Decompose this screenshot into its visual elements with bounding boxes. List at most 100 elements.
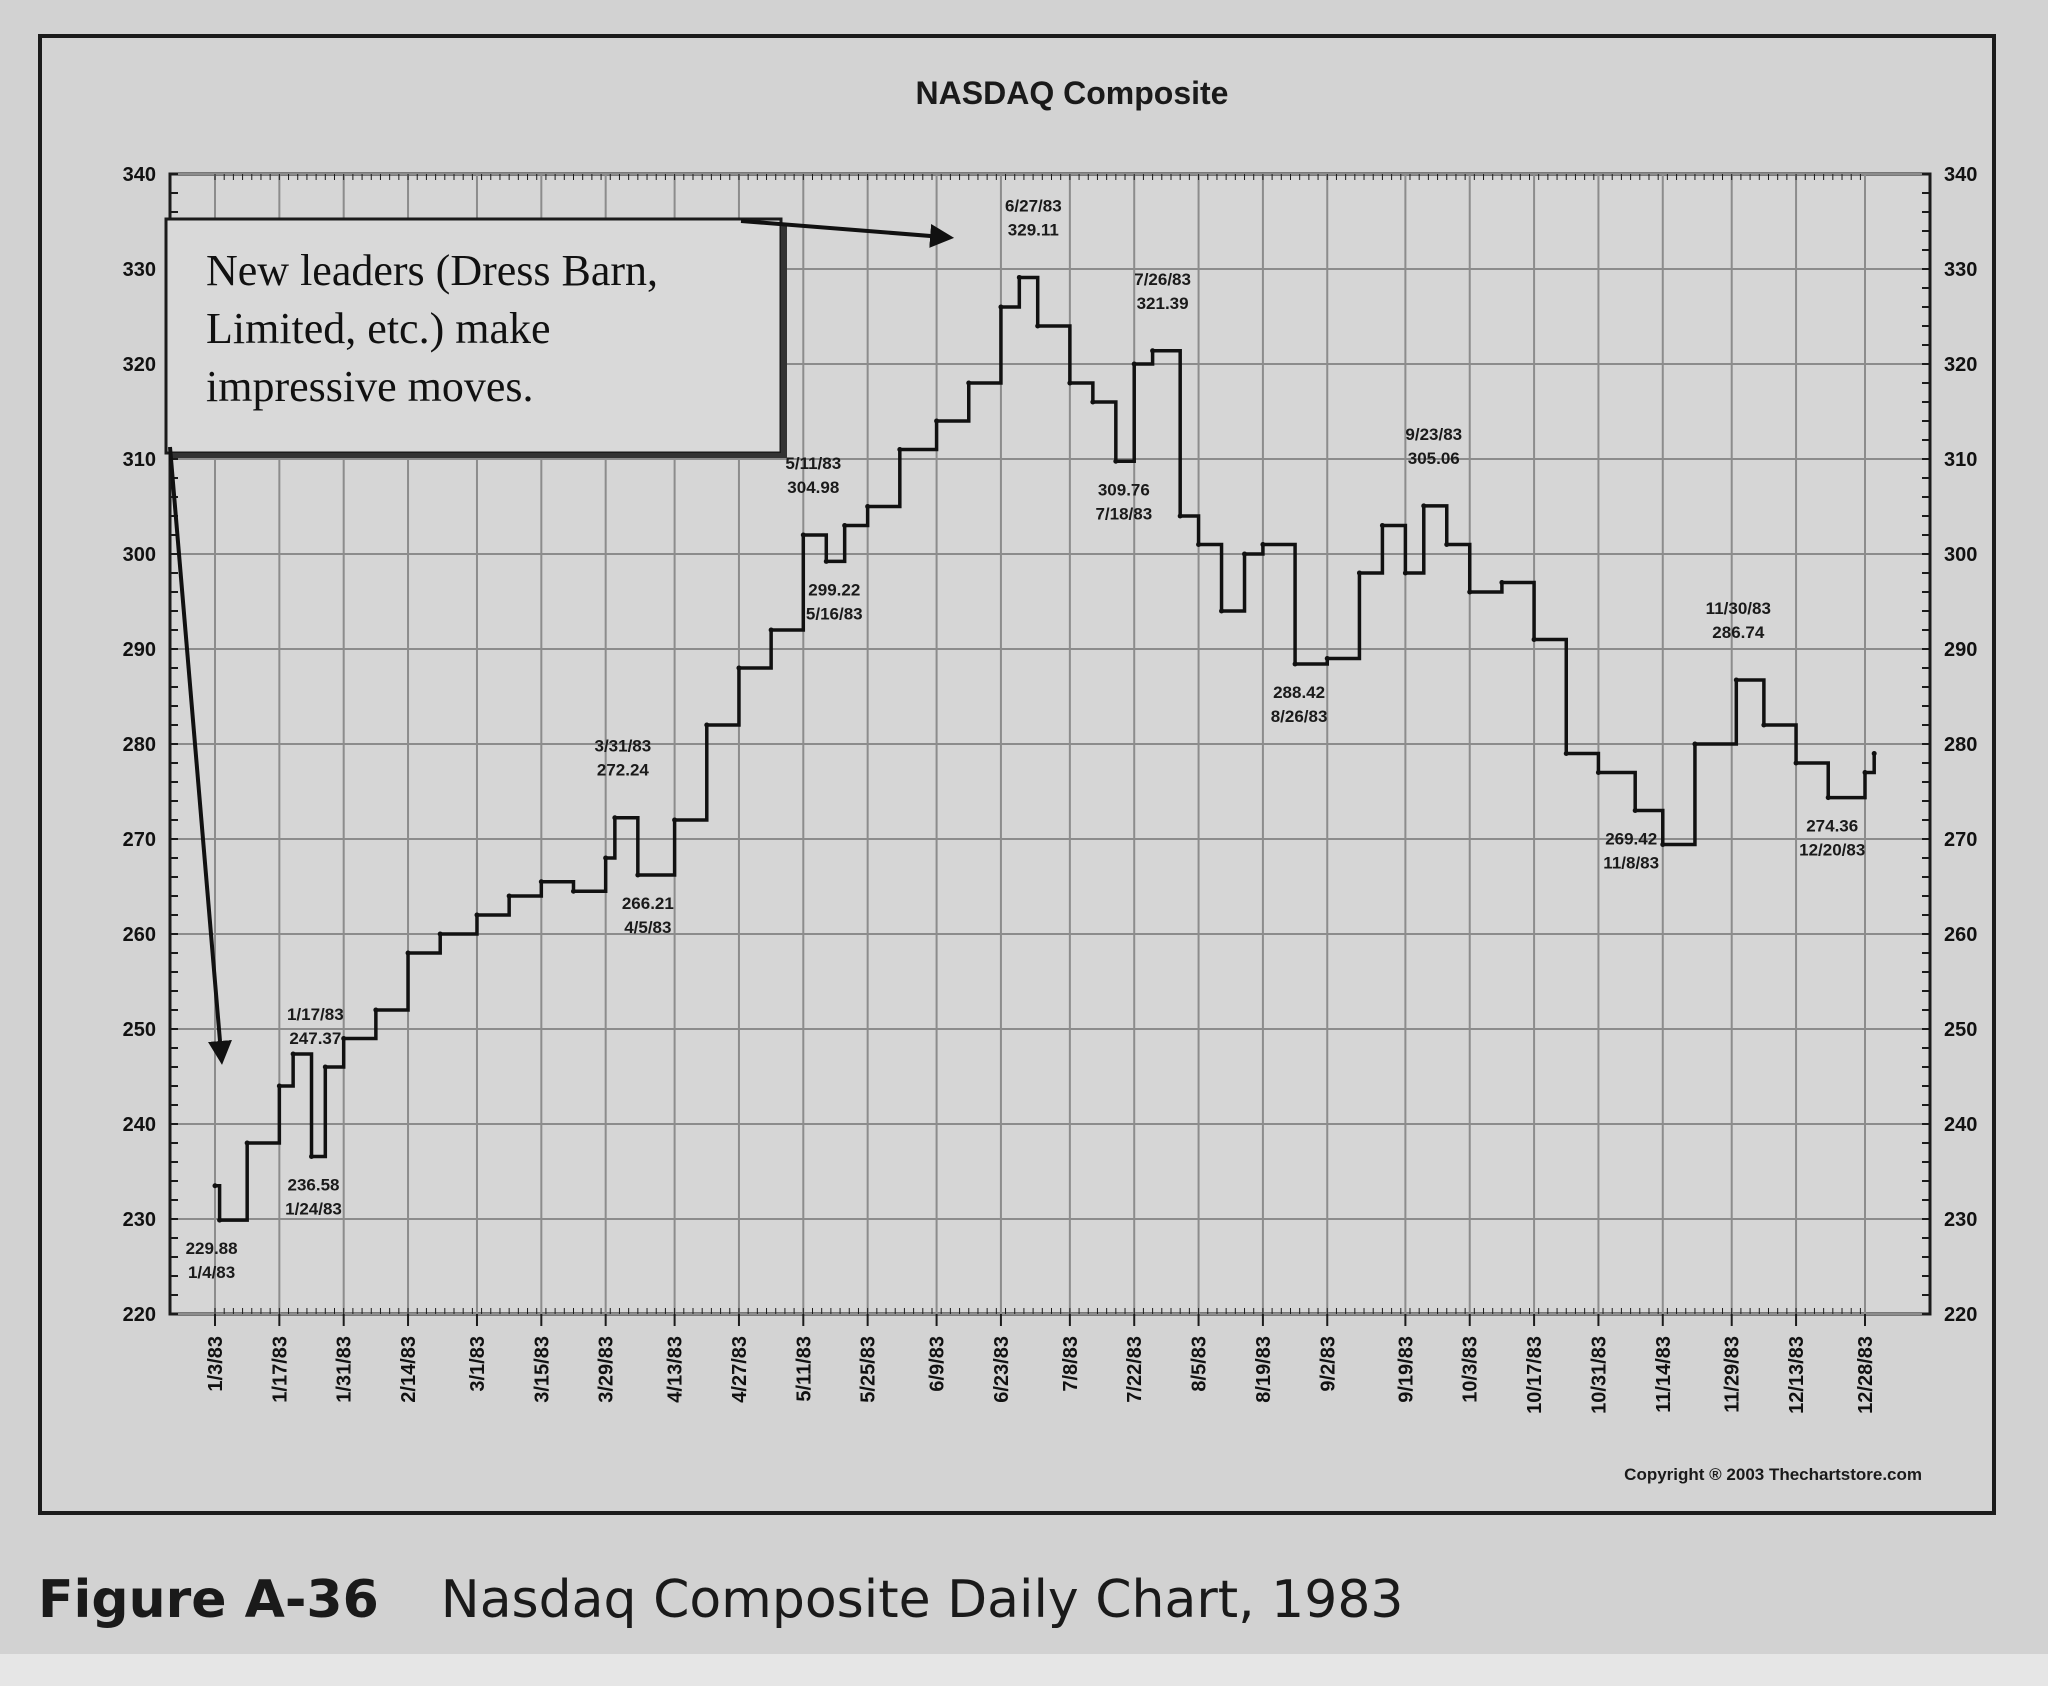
data-point bbox=[1692, 741, 1698, 747]
y-tick-label-left: 250 bbox=[123, 1019, 156, 1041]
data-point bbox=[1761, 722, 1767, 728]
x-tick-label: 3/15/83 bbox=[531, 1336, 553, 1403]
callout-box-shadow bbox=[781, 223, 787, 457]
data-point bbox=[244, 1140, 250, 1146]
y-tick-label-right: 250 bbox=[1944, 1019, 1977, 1041]
annotation-label: 5/16/83 bbox=[806, 604, 863, 623]
data-point bbox=[612, 815, 618, 821]
data-point bbox=[538, 879, 544, 885]
y-tick-label-left: 280 bbox=[123, 734, 156, 756]
annotation-label: 299.22 bbox=[808, 580, 860, 599]
annotation-label: 9/23/83 bbox=[1405, 425, 1462, 444]
data-point bbox=[768, 627, 774, 633]
annotation-label: 274.36 bbox=[1806, 817, 1858, 836]
x-tick-label: 11/14/83 bbox=[1653, 1336, 1675, 1413]
data-point bbox=[217, 1217, 223, 1223]
data-point bbox=[1067, 380, 1073, 386]
callout-arrow-1 bbox=[168, 446, 232, 1065]
x-tick-label: 10/31/83 bbox=[1588, 1336, 1610, 1414]
data-point bbox=[1242, 551, 1248, 557]
x-tick-label: 11/29/83 bbox=[1722, 1336, 1744, 1413]
data-point bbox=[1825, 795, 1831, 801]
chart-svg: 220 220 230 230 240 240 250 250 260 260 270 270 280 2… bbox=[123, 75, 1978, 1484]
data-point bbox=[934, 418, 940, 424]
data-point bbox=[823, 558, 829, 564]
x-tick-label: 3/29/83 bbox=[596, 1336, 618, 1403]
figure-label: Figure A-36 bbox=[38, 1570, 379, 1630]
x-tick-label: 8/19/83 bbox=[1253, 1336, 1275, 1403]
x-tick-label: 1/17/83 bbox=[269, 1336, 291, 1403]
data-point bbox=[1402, 570, 1408, 576]
x-tick-label: 5/11/83 bbox=[793, 1336, 815, 1402]
callout-box-shadow bbox=[172, 453, 787, 458]
annotation-label: 1/17/83 bbox=[287, 1005, 344, 1024]
data-point bbox=[1196, 542, 1202, 547]
data-point bbox=[1356, 570, 1362, 576]
data-point bbox=[322, 1064, 328, 1070]
annotation-label: 1/4/83 bbox=[188, 1263, 235, 1282]
data-point bbox=[1467, 589, 1473, 595]
callout-arrow-2 bbox=[740, 219, 955, 248]
y-tick-label-right: 330 bbox=[1944, 259, 1977, 281]
data-point bbox=[1421, 503, 1427, 509]
y-tick-label-left: 340 bbox=[123, 164, 156, 186]
data-point bbox=[1379, 523, 1385, 528]
y-tick-label-left: 270 bbox=[123, 829, 156, 851]
y-tick-label-right: 310 bbox=[1944, 449, 1977, 471]
data-point bbox=[437, 931, 443, 937]
figure-title: Nasdaq Composite Daily Chart, 1983 bbox=[440, 1570, 1404, 1630]
x-tick-label: 2/14/83 bbox=[398, 1336, 420, 1403]
data-point bbox=[1219, 608, 1225, 614]
data-point bbox=[1862, 770, 1868, 775]
annotation-label: 272.24 bbox=[597, 761, 650, 780]
chart-frame: 220 220 230 230 240 240 250 250 260 260 270 270 280 2… bbox=[38, 34, 1996, 1515]
y-tick-label-right: 290 bbox=[1944, 639, 1977, 661]
data-point bbox=[1292, 661, 1298, 667]
figure-caption: Figure A-36 Nasdaq Composite Daily Chart… bbox=[38, 1570, 1404, 1650]
data-point bbox=[897, 447, 903, 452]
callout-text: New leaders (Dress Barn, bbox=[206, 246, 658, 295]
data-point bbox=[506, 893, 512, 899]
data-point bbox=[1499, 580, 1505, 585]
data-point bbox=[672, 817, 678, 823]
y-tick-label-right: 320 bbox=[1944, 354, 1977, 376]
data-point bbox=[1324, 656, 1330, 661]
data-point bbox=[1632, 808, 1638, 813]
y-tick-label-right: 300 bbox=[1944, 544, 1977, 566]
annotation-label: 247.37 bbox=[289, 1029, 341, 1048]
data-point bbox=[1871, 751, 1877, 756]
annotation-label: 304.98 bbox=[787, 478, 839, 497]
data-point bbox=[309, 1153, 315, 1159]
y-tick-label-right: 270 bbox=[1944, 829, 1977, 851]
x-tick-label: 1/3/83 bbox=[205, 1336, 227, 1392]
data-point bbox=[1150, 348, 1156, 354]
x-tick-label: 5/25/83 bbox=[858, 1336, 880, 1403]
annotation-label: 6/27/83 bbox=[1005, 196, 1062, 215]
annotation-label: 288.42 bbox=[1273, 683, 1325, 702]
annotation-label: 269.42 bbox=[1605, 830, 1657, 849]
data-point bbox=[1444, 542, 1450, 547]
annotation-label: 7/18/83 bbox=[1095, 504, 1152, 523]
x-tick-label: 1/31/83 bbox=[334, 1336, 356, 1403]
annotation-label: 236.58 bbox=[288, 1175, 340, 1194]
data-point bbox=[635, 872, 641, 878]
data-point bbox=[1733, 677, 1739, 683]
data-point bbox=[966, 380, 972, 386]
data-point bbox=[290, 1051, 296, 1057]
annotation-label: 7/26/83 bbox=[1134, 270, 1191, 289]
y-tick-label-right: 260 bbox=[1944, 924, 1977, 946]
data-point bbox=[704, 722, 710, 728]
x-tick-label: 8/5/83 bbox=[1189, 1336, 1211, 1392]
data-point bbox=[341, 1036, 347, 1041]
x-tick-label: 7/8/83 bbox=[1060, 1336, 1082, 1392]
data-point bbox=[800, 532, 806, 538]
data-point bbox=[1016, 274, 1022, 280]
x-tick-label: 10/17/83 bbox=[1524, 1336, 1546, 1414]
y-tick-label-left: 310 bbox=[123, 449, 156, 471]
x-tick-label: 9/2/83 bbox=[1317, 1336, 1339, 1392]
data-point bbox=[405, 950, 411, 956]
annotation-label: 8/26/83 bbox=[1271, 707, 1328, 726]
data-point bbox=[603, 855, 609, 861]
x-tick-label: 9/19/83 bbox=[1395, 1336, 1417, 1403]
annotation-label: 286.74 bbox=[1712, 623, 1765, 642]
